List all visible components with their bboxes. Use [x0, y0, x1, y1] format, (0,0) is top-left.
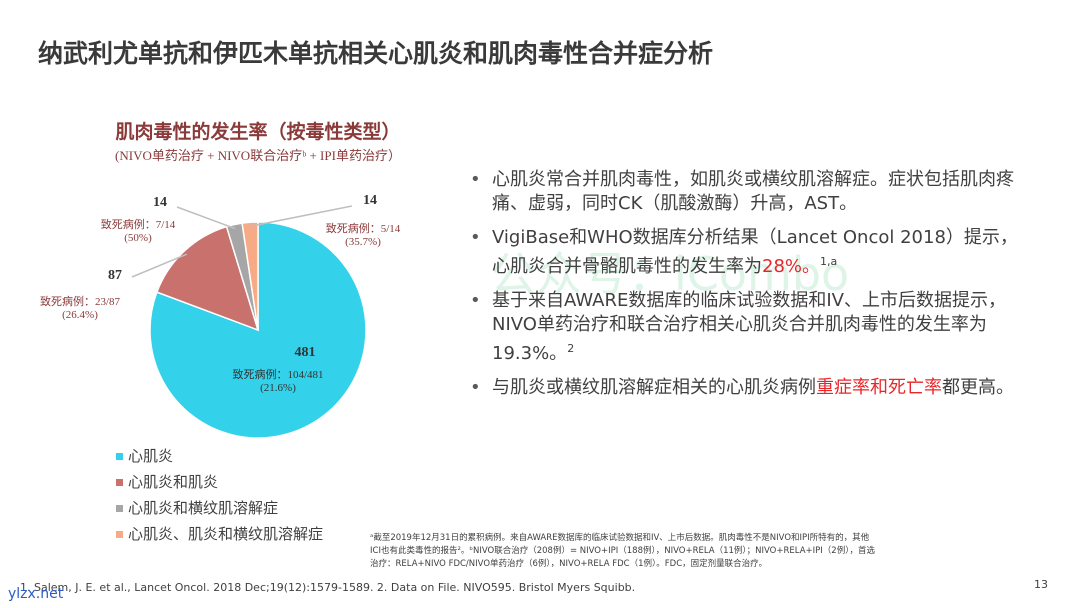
slice-value: 87 [108, 268, 122, 283]
references: 1. Salem, J. E. et al., Lancet Oncol. 20… [20, 581, 635, 594]
leader-line [250, 205, 353, 228]
fatal-rate: (50%) [124, 232, 152, 244]
pie-slice [155, 225, 260, 332]
fatal-cases: 致死病例：7/14 [101, 217, 176, 231]
bullet-text: 心肌炎常合并肌肉毒性，如肌炎或横纹肌溶解症。症状包括肌肉疼痛、虚弱，同时CK（肌… [492, 169, 1014, 214]
bullet-text: 都更高。 [942, 377, 1014, 398]
bullet-text: 基于来自AWARE数据库的临床试验数据和IV、上市后数据提示，NIVO单药治疗和… [492, 290, 1006, 364]
footnote: ICI也有此类毒性的报告²。ᵇNIVO联合治疗（208例）= NIVO+IPI（… [370, 545, 875, 556]
fatal-cases: 致死病例：5/14 [326, 221, 401, 235]
bullet-text: 重症率和死亡率 [816, 377, 942, 398]
pie-slice [241, 221, 259, 331]
bullet: VigiBase和WHO数据库分析结果（Lancet Oncol 2018）提示… [470, 226, 1030, 279]
superscript: 1,a [820, 255, 838, 268]
legend-label: 心肌炎和肌炎 [128, 473, 218, 491]
legend-label: 心肌炎和横纹肌溶解症 [128, 499, 278, 517]
fatal-rate: (21.6%) [260, 382, 296, 394]
fatal-cases: 致死病例：23/87 [40, 294, 121, 308]
legend-swatch [116, 531, 123, 538]
leader-line [176, 206, 236, 230]
slice-value: 481 [295, 345, 316, 360]
legend-label: 心肌炎、肌炎和横纹肌溶解症 [128, 525, 323, 543]
fatal-cases: 致死病例：104/481 [232, 367, 323, 381]
bullet: 基于来自AWARE数据库的临床试验数据和IV、上市后数据提示，NIVO单药治疗和… [470, 289, 1030, 366]
bullet-text: 28%。 [762, 256, 821, 277]
slice-value: 14 [153, 195, 167, 210]
superscript: 2 [567, 342, 575, 355]
fatal-rate: (26.4%) [62, 309, 98, 321]
bullet: 心肌炎常合并肌肉毒性，如肌炎或横纹肌溶解症。症状包括肌肉疼痛、虚弱，同时CK（肌… [470, 168, 1030, 216]
chart-subtitle: (NIVO单药治疗 + NIVO联合治疗ᵇ + IPI单药治疗） [115, 148, 401, 163]
bullet-list: 心肌炎常合并肌肉毒性，如肌炎或横纹肌溶解症。症状包括肌肉疼痛、虚弱，同时CK（肌… [470, 168, 1030, 410]
legend-label: 心肌炎 [128, 447, 173, 465]
leader-line [131, 253, 188, 278]
chart-title: 肌肉毒性的发生率（按毒性类型） [115, 120, 400, 143]
page-number: 13 [1034, 578, 1048, 591]
footnote: 治疗：RELA+NIVO FDC/NIVO单药治疗（6例），NIVO+RELA … [370, 558, 767, 569]
slice-value: 14 [363, 193, 377, 208]
slide-title: 纳武利尤单抗和伊匹木单抗相关心肌炎和肌肉毒性合并症分析 [38, 39, 713, 68]
fatal-rate: (35.7%) [345, 236, 381, 248]
bullet-text: VigiBase和WHO数据库分析结果（Lancet Oncol 2018）提示… [492, 227, 1018, 277]
footnote: ᵃ截至2019年12月31日的累积病例。来自AWARE数据库的临床试验数据和IV… [370, 532, 870, 543]
legend-swatch [116, 505, 123, 512]
bullet-text: 与肌炎或横纹肌溶解症相关的心肌炎病例 [492, 377, 816, 398]
bullet: 与肌炎或横纹肌溶解症相关的心肌炎病例重症率和死亡率都更高。 [470, 376, 1030, 400]
legend-swatch [116, 479, 123, 486]
site-mark: ylzx.net [8, 586, 64, 602]
legend-swatch [116, 453, 123, 460]
